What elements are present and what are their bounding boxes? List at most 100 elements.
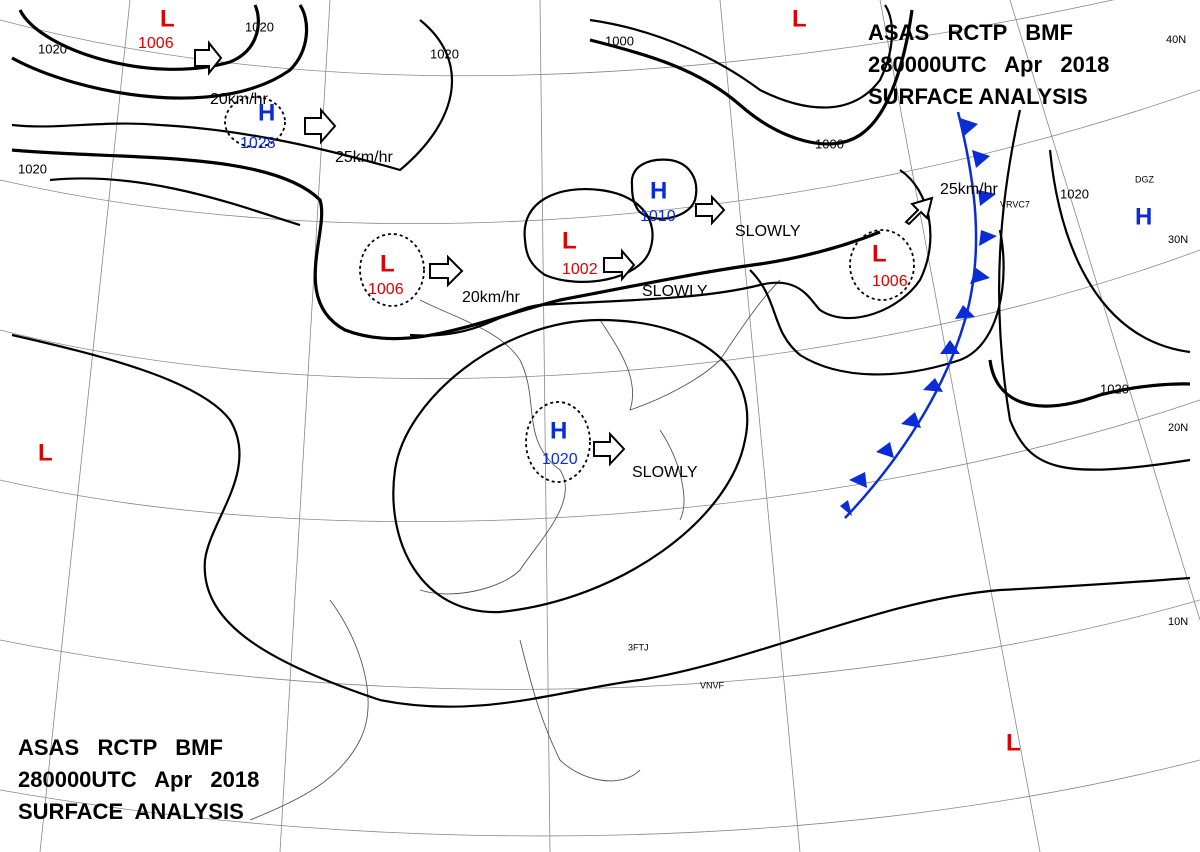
- low-symbol: L: [38, 439, 53, 466]
- move-arrow: [695, 194, 726, 226]
- center-ring: [224, 96, 286, 148]
- movement-label: 20km/hr: [462, 289, 520, 306]
- station-code: VNVF: [700, 680, 725, 690]
- isobar-label: 1020: [38, 41, 67, 56]
- station-code: DGZ: [1135, 174, 1155, 184]
- isobar-label: 1020: [245, 19, 274, 34]
- movement-label: SLOWLY: [735, 223, 801, 240]
- low-symbol: L: [160, 5, 175, 32]
- meridian: [1009, 0, 1200, 621]
- pressure: 1006: [368, 281, 404, 298]
- coast: [519, 639, 641, 782]
- pressure: 1006: [138, 35, 174, 52]
- isobar: [11, 148, 881, 341]
- header-line: SURFACE ANALYSIS: [868, 84, 1088, 109]
- pressure: 1002: [562, 261, 598, 278]
- meridian: [539, 0, 551, 852]
- header-line: SURFACE ANALYSIS: [18, 799, 244, 824]
- parallel: [0, 399, 1200, 523]
- center-ring: [359, 233, 425, 307]
- low-symbol: L: [380, 250, 395, 277]
- station-code: 3FTJ: [628, 642, 649, 652]
- isobar-label: 1020: [1100, 381, 1129, 396]
- isobar-label: 1020: [1060, 186, 1089, 201]
- isobar: [11, 4, 309, 100]
- latitude-label: 40N: [1166, 34, 1186, 46]
- high-symbol: H: [550, 417, 567, 444]
- movement-label: 25km/hr: [335, 149, 393, 166]
- isobar: [392, 318, 749, 614]
- cold-front: [840, 111, 997, 519]
- front-line: [844, 111, 978, 519]
- pressure: 1006: [872, 273, 908, 290]
- center-ring: [849, 229, 915, 301]
- coast: [599, 279, 781, 411]
- isobar: [11, 19, 453, 172]
- move-arrow: [304, 107, 337, 145]
- header-line: 280000UTC Apr 2018: [868, 52, 1109, 77]
- movement-label: 20km/hr: [210, 91, 268, 108]
- pressure: 1020: [542, 451, 578, 468]
- meridian: [879, 0, 1041, 852]
- isobar: [1048, 149, 1191, 354]
- coastlines: [249, 279, 781, 821]
- meridian: [39, 0, 131, 852]
- low-symbol: L: [562, 227, 577, 254]
- isobar: [11, 333, 1191, 708]
- isobar-label: 1000: [605, 33, 634, 48]
- meridian: [719, 0, 801, 852]
- move-arrow: [593, 431, 626, 467]
- coast: [659, 429, 685, 521]
- header-line: ASAS RCTP BMF: [868, 20, 1073, 45]
- movement-label: SLOWLY: [632, 464, 698, 481]
- station-code: VRVC7: [1000, 199, 1030, 209]
- high-symbol: H: [650, 177, 667, 204]
- isobar: [589, 9, 914, 146]
- front-triangles: [840, 118, 997, 516]
- isobar: [589, 4, 893, 109]
- pressure: 1010: [640, 208, 676, 225]
- low-symbol: L: [1006, 729, 1021, 756]
- centers: [224, 96, 915, 483]
- isobar: [630, 158, 698, 220]
- isobar: [523, 188, 654, 283]
- labels: ASAS RCTP BMF 280000UTC Apr 2018 SURFACE…: [18, 5, 1188, 823]
- move-arrow: [603, 248, 636, 282]
- isobars: [11, 4, 1191, 708]
- move-arrow: [429, 254, 464, 288]
- parallel: [0, 759, 1200, 837]
- parallel: [0, 0, 1115, 77]
- isobar-label: 1000: [815, 136, 844, 151]
- move-arrow: [194, 40, 223, 76]
- movement-label: 25km/hr: [940, 181, 998, 198]
- header-line: 280000UTC Apr 2018: [18, 767, 259, 792]
- high-symbol: H: [258, 99, 275, 126]
- low-symbol: L: [872, 240, 887, 267]
- latitude-label: 20N: [1168, 422, 1188, 434]
- isobar: [18, 4, 260, 71]
- move-arrow: [904, 196, 934, 226]
- coast: [249, 599, 369, 821]
- high-symbol: H: [1135, 203, 1152, 230]
- isobar: [409, 169, 932, 337]
- pressure: 1028: [240, 135, 276, 152]
- center-ring: [525, 401, 591, 483]
- parallel: [0, 89, 1200, 225]
- isobar-label: 1020: [18, 161, 47, 176]
- latitude-label: 10N: [1168, 616, 1188, 628]
- arrows: [194, 40, 934, 467]
- header-line: ASAS RCTP BMF: [18, 735, 223, 760]
- movement-label: SLOWLY: [642, 283, 708, 300]
- isobar: [988, 359, 1191, 408]
- latitude-label: 30N: [1168, 234, 1188, 246]
- isobar: [998, 109, 1191, 471]
- parallel: [0, 599, 1200, 690]
- coast: [419, 299, 566, 595]
- parallel: [0, 249, 1200, 379]
- low-symbol: L: [792, 5, 807, 32]
- isobar-label: 1020: [430, 46, 459, 61]
